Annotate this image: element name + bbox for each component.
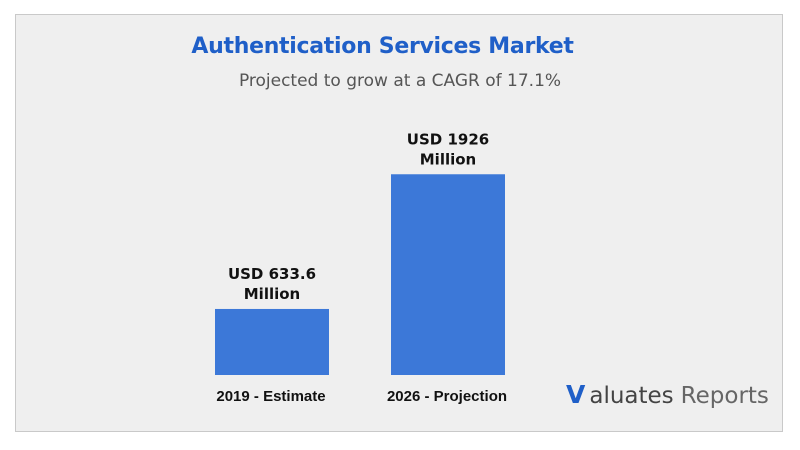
logo-v-mark: V <box>566 380 586 409</box>
logo-word-reports: Reports <box>680 383 769 409</box>
logo-word-aluates: aluates <box>589 383 674 409</box>
chart-title: Authentication Services Market <box>191 34 574 59</box>
category-label-1: 2019 - Estimate <box>216 388 325 405</box>
data-label-2-line-1: USD 1926 <box>407 130 489 148</box>
category-label-2: 2026 - Projection <box>387 388 507 405</box>
bar-2 <box>391 174 505 375</box>
data-label-1-line-2: Million <box>244 285 300 303</box>
chart-subtitle: Projected to grow at a CAGR of 17.1% <box>238 71 562 91</box>
data-label-1-line-1: USD 633.6 <box>228 265 316 283</box>
bar-1 <box>215 308 329 375</box>
valuates-reports-logo: V aluates Reports <box>566 380 769 414</box>
data-label-2-line-2: Million <box>420 150 476 168</box>
